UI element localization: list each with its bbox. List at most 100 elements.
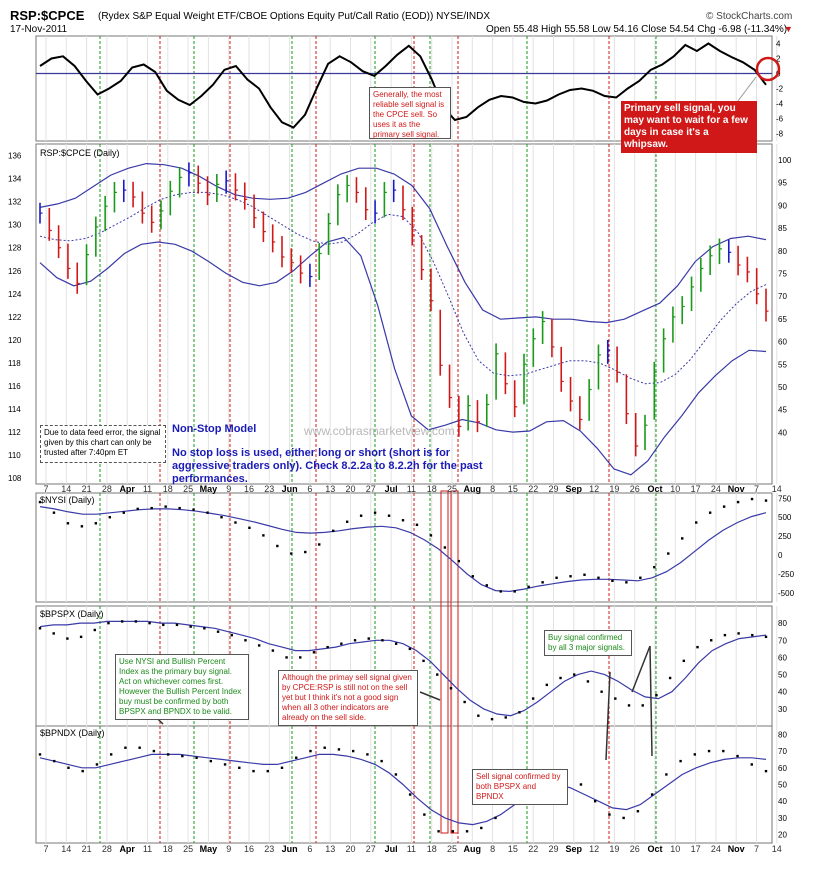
bpspx-tick-3: 50 [778, 671, 787, 680]
price-left-tick-10: 116 [8, 382, 21, 391]
price-panel-label: RSP:$CPCE (Daily) [40, 148, 120, 158]
nysi-dot-23 [359, 514, 363, 517]
chg-down-icon: ▼ [784, 24, 793, 34]
bpspx-tick-0: 80 [778, 619, 787, 628]
sell-zone-box-2 [450, 490, 459, 834]
nysi-dot-41 [611, 579, 614, 583]
x-label-bottom-28: 19 [609, 844, 619, 854]
note-pointer-2 [649, 645, 653, 757]
sell-note: Although the primay sell signal given by… [278, 670, 418, 726]
bpspx-dot-27 [408, 647, 412, 651]
nysi-dot-12 [206, 511, 209, 514]
x-label-top-24: 22 [528, 484, 538, 494]
nysi-dot-6 [122, 511, 125, 514]
x-label-bottom-18: 11 [407, 844, 416, 854]
bpspx-dot-52 [751, 633, 754, 637]
price-left-tick-6: 124 [8, 290, 22, 299]
bpspx-dot-47 [682, 659, 686, 663]
sell-circle-marker [755, 56, 781, 82]
model-text: No stop loss is used, either long or sho… [172, 447, 483, 485]
bpspx-dot-8 [148, 621, 151, 625]
x-label-top-23: 15 [508, 484, 518, 494]
nysi-dot-13 [220, 516, 223, 519]
nysi-dot-40 [597, 576, 600, 579]
nysi-dot-37 [555, 576, 558, 579]
x-label-bottom-4: Apr [119, 844, 135, 854]
nysi-dot-31 [471, 575, 475, 578]
x-label-top-12: Jun [282, 484, 298, 494]
nysi-dot-3 [80, 525, 84, 528]
nysi-dot-4 [94, 522, 98, 525]
nysi-dot-7 [136, 507, 139, 511]
bpspx-tick-2: 60 [778, 653, 787, 662]
nysi-dot-42 [625, 581, 628, 584]
bpndx-dot-3 [81, 769, 84, 773]
x-label-bottom-14: 13 [325, 844, 335, 854]
bpspx-dot-4 [93, 628, 96, 632]
x-label-top-5: 11 [143, 484, 152, 494]
bpndx-dot-0 [38, 753, 42, 756]
site-watermark: www.cobrasmarketview.com [304, 424, 455, 438]
nysi-dot-38 [569, 575, 572, 578]
x-label-top-4: Apr [119, 484, 135, 494]
bpndx-dot-1 [53, 759, 56, 763]
bpndx-dot-41 [622, 816, 625, 820]
panel-frame-2 [35, 492, 773, 603]
price-left-tick-12: 112 [8, 428, 21, 437]
nysi-dot-2 [66, 522, 70, 525]
nysi-dot-5 [108, 516, 112, 519]
bpspx-dot-0 [38, 627, 42, 630]
x-label-bottom-35: 7 [754, 844, 759, 854]
bpndx-tick-2: 60 [778, 764, 787, 773]
bpndx-dot-38 [579, 783, 583, 786]
price-right-tick-1: 95 [778, 179, 787, 188]
bpspx-dot-50 [723, 633, 727, 637]
x-label-bottom-16: 27 [366, 844, 376, 854]
osc-tick-3: -2 [776, 85, 784, 94]
bpndx-dot-27 [423, 813, 426, 816]
chart-date: 17-Nov-2011 [10, 24, 68, 35]
x-label-bottom-9: 9 [226, 844, 231, 854]
x-label-bottom-33: 24 [711, 844, 721, 854]
x-label-bottom-0: 7 [43, 844, 48, 854]
bpspx-dot-51 [737, 632, 740, 635]
x-label-bottom-23: 15 [508, 844, 518, 854]
bpndx-dot-8 [152, 749, 156, 753]
bpndx-dot-29 [451, 830, 455, 833]
bpndx-dot-6 [124, 746, 127, 749]
x-label-bottom-10: 16 [244, 844, 254, 854]
nysi-dot-29 [443, 546, 447, 549]
nysi-dot-34 [513, 590, 516, 593]
price-left-tick-1: 134 [8, 175, 22, 184]
bpndx-tick-5: 30 [778, 814, 787, 823]
osc-line [39, 42, 767, 129]
x-label-top-33: 24 [711, 484, 721, 494]
nysi-dot-50 [736, 500, 740, 504]
nysi-dot-28 [429, 534, 433, 537]
nysi-dot-44 [653, 565, 656, 569]
bpspx-dot-5 [107, 621, 110, 625]
note-pointer-3 [605, 671, 611, 761]
x-label-top-9: 9 [226, 484, 231, 494]
bpspx-dot-49 [710, 639, 713, 642]
bpndx-dot-16 [266, 769, 269, 773]
x-label-top-1: 14 [61, 484, 71, 494]
chart-quote: Open 55.48 High 55.58 Low 54.16 Close 54… [486, 24, 788, 35]
x-label-top-29: 26 [630, 484, 640, 494]
bpspx-dot-23 [353, 639, 357, 642]
bpndx-dot-48 [722, 749, 725, 753]
x-label-top-0: 7 [43, 484, 48, 494]
price-right-tick-3: 85 [778, 224, 787, 233]
x-label-bottom-8: May [200, 844, 218, 854]
sell-zone-box [440, 490, 449, 834]
bpndx-tick-1: 70 [778, 747, 787, 756]
bpspx-dot-45 [655, 693, 658, 697]
x-label-top-6: 18 [163, 484, 173, 494]
x-label-top-3: 28 [102, 484, 112, 494]
x-label-top-13: 6 [307, 484, 312, 494]
bpspx-dot-48 [696, 645, 699, 649]
x-label-bottom-22: 8 [490, 844, 495, 854]
nysi-dot-0 [38, 500, 42, 504]
price-right-tick-8: 60 [778, 338, 787, 347]
